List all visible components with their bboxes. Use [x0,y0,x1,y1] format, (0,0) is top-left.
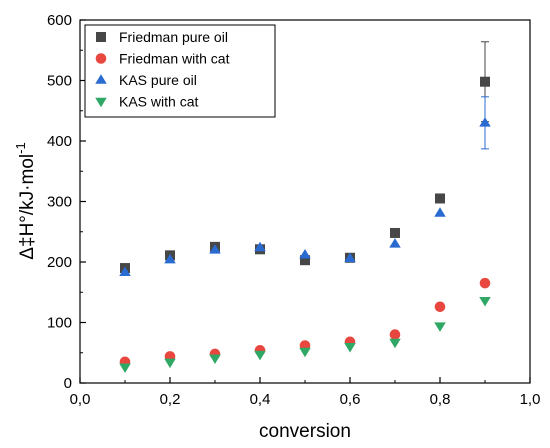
error-bars [481,41,489,150]
y-axis-title: Δ‡H°/kJ·mol-1 [13,142,38,259]
data-point [209,244,221,254]
data-point [434,207,446,217]
data-point [479,277,491,289]
data-point [434,301,446,313]
legend-marker [95,53,107,64]
legend-label: KAS pure oil [119,72,197,88]
x-tick-label: 0,8 [430,391,451,408]
x-tick-label: 0,6 [340,391,361,408]
legend-item: KAS pure oil [95,72,197,88]
legend-item: Friedman pure oil [96,29,228,45]
data-point [209,354,221,364]
data-point [254,350,266,361]
y-tick-label: 0 [64,375,72,392]
legend: Friedman pure oil Friedman with cat KAS pu… [84,24,276,118]
legend-marker [96,32,106,42]
data-point [300,255,310,266]
data-point [119,363,131,374]
data-point [479,296,491,307]
x-tick-label: 0,2 [160,391,181,408]
data-point [344,342,356,353]
y-tick-label: 100 [47,315,72,332]
axis-ticks: 0,0 0,2 0,4 0,6 0,8 1,0 0 100 200 300 400 500 600 [47,12,540,408]
data-point [254,241,266,252]
data-point [344,252,356,263]
data-point [434,322,446,332]
legend-label: KAS with cat [119,94,198,110]
data-point [389,338,401,349]
data-marks [119,76,491,374]
legend-item: KAS with cat [95,94,198,110]
y-tick-label: 200 [47,254,72,271]
data-point [164,253,176,264]
legend-label: Friedman with cat [119,51,230,67]
x-axis-title: conversion [259,421,351,442]
data-point [479,117,491,127]
legend-marker [95,74,107,84]
data-point [299,248,311,259]
legend-item: Friedman with cat [95,51,230,67]
y-tick-label: 300 [47,194,72,211]
data-point [480,76,490,87]
y-tick-label: 500 [47,73,72,90]
series-2 [119,117,491,277]
data-point [390,227,400,238]
legend-label: Friedman pure oil [119,29,228,45]
x-tick-label: 0,0 [70,391,91,408]
data-point [435,193,445,204]
legend-marker [95,97,107,108]
x-tick-label: 1,0 [520,391,541,408]
y-tick-label: 400 [47,133,72,150]
data-point [389,329,401,340]
y-tick-label: 600 [47,12,72,29]
series-3 [119,296,491,374]
data-point [299,347,311,358]
data-point [119,266,131,277]
legend-box [84,24,276,118]
data-point [164,358,176,369]
data-point [389,238,401,248]
x-tick-label: 0,4 [250,391,271,408]
